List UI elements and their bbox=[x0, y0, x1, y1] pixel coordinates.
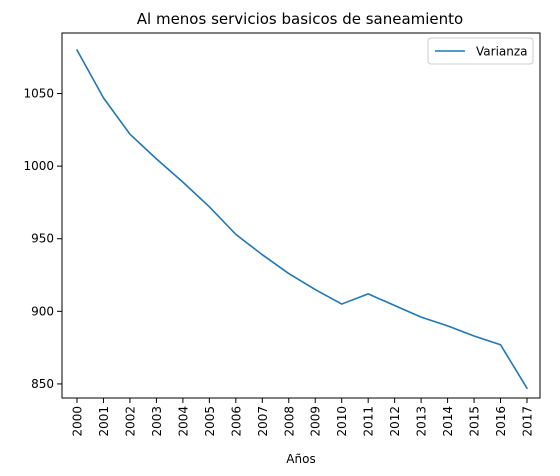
x-tick-label: 2003 bbox=[150, 406, 164, 437]
x-tick-label: 2012 bbox=[388, 406, 402, 437]
legend-box bbox=[427, 37, 534, 65]
x-tick-label: 2011 bbox=[362, 406, 376, 437]
x-tick-label: 2013 bbox=[415, 406, 429, 437]
legend: Varianza bbox=[427, 37, 534, 65]
x-tick-label: 2005 bbox=[203, 406, 217, 437]
y-tick-label: 850 bbox=[31, 377, 54, 391]
x-tick-label: 2009 bbox=[309, 406, 323, 437]
x-tick-label: 2015 bbox=[468, 406, 482, 437]
x-tick-label: 2014 bbox=[441, 406, 455, 437]
y-tick-label: 950 bbox=[31, 232, 54, 246]
x-tick-label: 2000 bbox=[71, 406, 85, 437]
y-tick-label: 900 bbox=[31, 304, 54, 318]
x-axis: 2000 2001 2002 2003 2004 2005 2006 2007 2008 2009… bbox=[71, 398, 535, 437]
plot-frame bbox=[61, 32, 541, 399]
chart-title: Al menos servicios basicos de saneamient… bbox=[137, 10, 463, 28]
x-tick-label: 2001 bbox=[97, 406, 111, 437]
x-tick-label: 2010 bbox=[335, 406, 349, 437]
y-tick-label: 1050 bbox=[23, 87, 54, 101]
x-axis-label: Años bbox=[286, 452, 315, 466]
x-tick-label: 2016 bbox=[494, 406, 508, 437]
y-tick-label: 1000 bbox=[23, 159, 54, 173]
y-axis: 850 900 950 1000 1050 bbox=[23, 87, 62, 391]
legend-label-varianza: Varianza bbox=[476, 45, 528, 59]
x-tick-label: 2004 bbox=[176, 406, 190, 437]
x-tick-label: 2017 bbox=[521, 406, 535, 437]
x-tick-label: 2002 bbox=[123, 406, 137, 437]
x-tick-label: 2006 bbox=[229, 406, 243, 437]
x-tick-label: 2008 bbox=[282, 406, 296, 437]
series-line-varianza bbox=[76, 49, 528, 390]
x-tick-label: 2007 bbox=[256, 406, 270, 437]
